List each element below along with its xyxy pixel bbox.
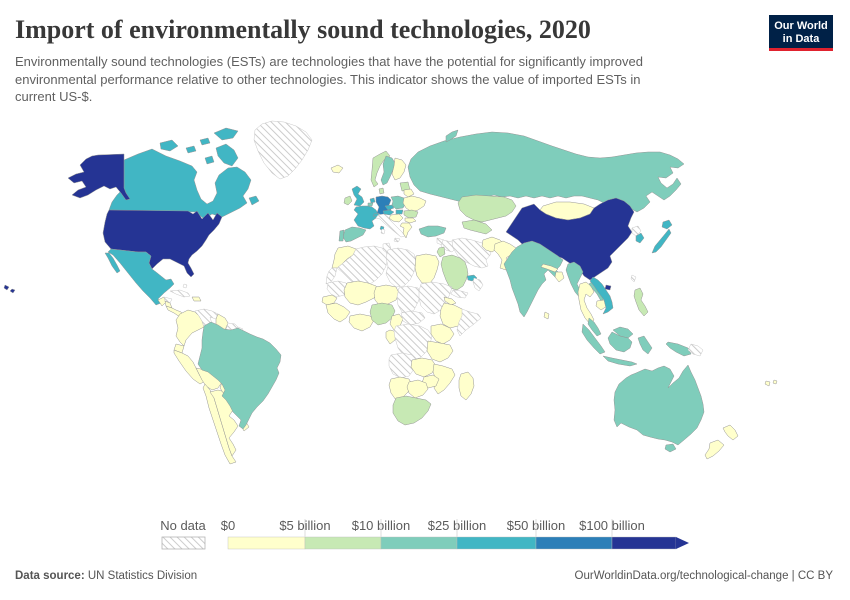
svg-text:$0: $0	[221, 518, 235, 533]
svg-text:No data: No data	[160, 518, 206, 533]
